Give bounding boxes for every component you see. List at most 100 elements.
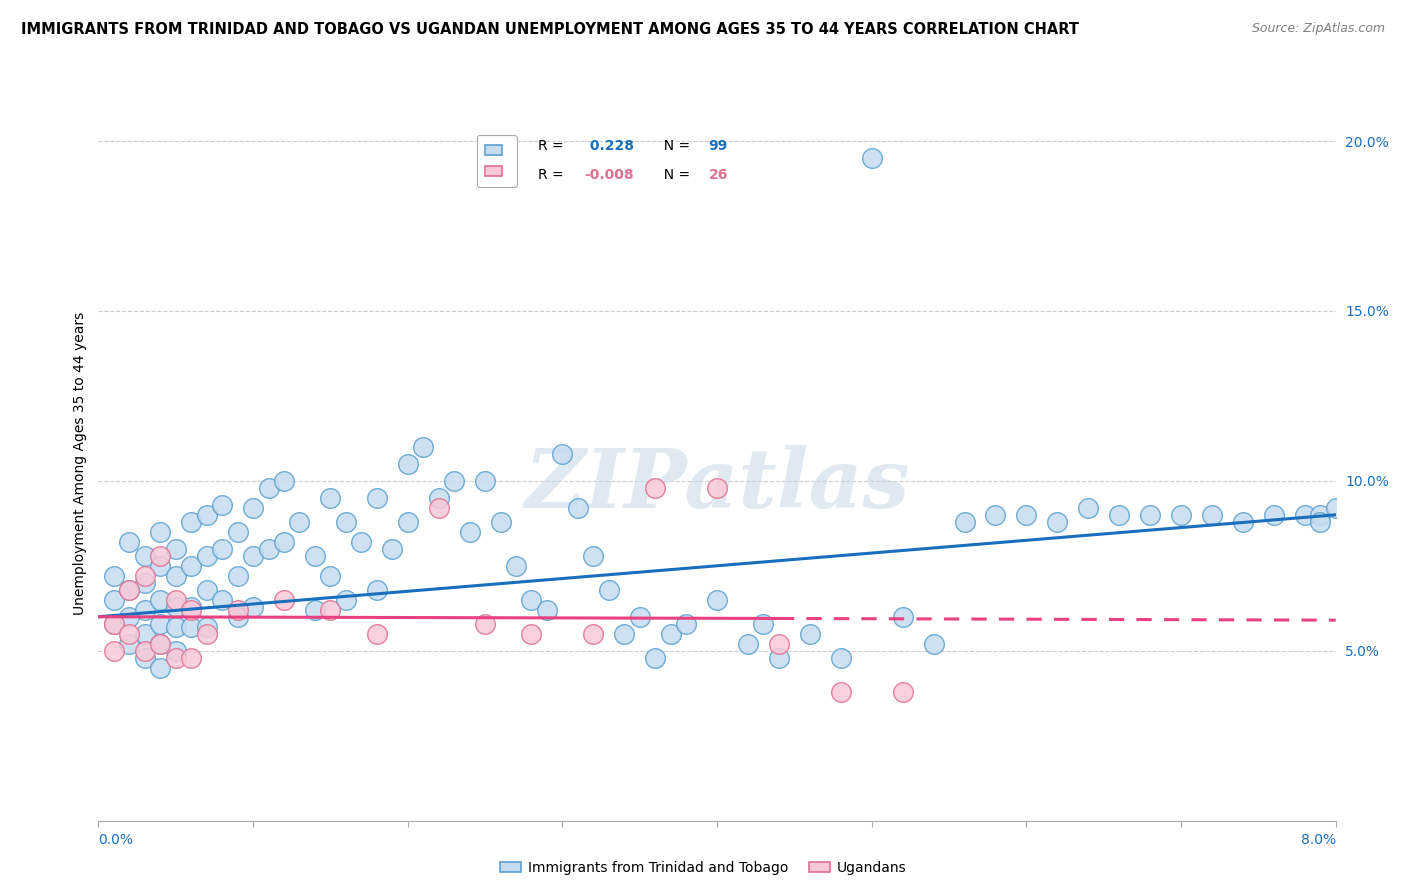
Point xyxy=(1170,508,1192,522)
Point xyxy=(165,650,187,665)
Point xyxy=(165,620,187,634)
Point xyxy=(226,524,249,539)
Point xyxy=(103,644,125,658)
Point xyxy=(1077,501,1099,516)
Point xyxy=(226,603,249,617)
Text: N =: N = xyxy=(655,139,695,153)
Point xyxy=(1309,515,1331,529)
Point xyxy=(149,637,172,651)
Text: -0.008: -0.008 xyxy=(585,168,634,182)
Point xyxy=(165,599,187,614)
Point xyxy=(891,684,914,698)
Point xyxy=(257,541,280,556)
Point xyxy=(165,569,187,583)
Point xyxy=(195,508,218,522)
Point xyxy=(242,501,264,516)
Point xyxy=(149,524,172,539)
Point xyxy=(1294,508,1316,522)
Point xyxy=(613,626,636,640)
Text: 0.228: 0.228 xyxy=(585,139,634,153)
Point xyxy=(211,498,233,512)
Point xyxy=(335,515,357,529)
Point xyxy=(319,569,342,583)
Point xyxy=(536,603,558,617)
Point xyxy=(195,626,218,640)
Point xyxy=(768,637,790,651)
Point xyxy=(1232,515,1254,529)
Point xyxy=(474,616,496,631)
Point xyxy=(551,447,574,461)
Point xyxy=(1108,508,1130,522)
Point xyxy=(582,626,605,640)
Point xyxy=(520,626,543,640)
Point xyxy=(1263,508,1285,522)
Point xyxy=(149,637,172,651)
Point xyxy=(118,535,141,549)
Point xyxy=(103,616,125,631)
Point xyxy=(134,650,156,665)
Point xyxy=(304,603,326,617)
Point xyxy=(737,637,759,651)
Point xyxy=(180,620,202,634)
Point xyxy=(427,501,450,516)
Text: R =: R = xyxy=(537,139,568,153)
Point xyxy=(628,609,651,624)
Text: ZIPatlas: ZIPatlas xyxy=(524,445,910,525)
Point xyxy=(427,491,450,505)
Point xyxy=(489,515,512,529)
Point xyxy=(118,626,141,640)
Text: 99: 99 xyxy=(709,139,728,153)
Point xyxy=(242,599,264,614)
Point xyxy=(165,592,187,607)
Text: R =: R = xyxy=(537,168,568,182)
Point xyxy=(195,620,218,634)
Point xyxy=(567,501,589,516)
Point xyxy=(118,609,141,624)
Point xyxy=(180,599,202,614)
Legend: Immigrants from Trinidad and Tobago, Ugandans: Immigrants from Trinidad and Tobago, Uga… xyxy=(494,855,912,880)
Text: N =: N = xyxy=(655,168,695,182)
Point xyxy=(149,558,172,573)
Point xyxy=(381,541,404,556)
Point xyxy=(211,541,233,556)
Text: 26: 26 xyxy=(709,168,728,182)
Point xyxy=(443,474,465,488)
Text: Source: ZipAtlas.com: Source: ZipAtlas.com xyxy=(1251,22,1385,36)
Point xyxy=(768,650,790,665)
Point xyxy=(474,474,496,488)
Point xyxy=(1324,501,1347,516)
Point xyxy=(180,558,202,573)
Point xyxy=(891,609,914,624)
Point xyxy=(149,549,172,563)
Text: IMMIGRANTS FROM TRINIDAD AND TOBAGO VS UGANDAN UNEMPLOYMENT AMONG AGES 35 TO 44 : IMMIGRANTS FROM TRINIDAD AND TOBAGO VS U… xyxy=(21,22,1078,37)
Point xyxy=(350,535,373,549)
Point xyxy=(211,592,233,607)
Point xyxy=(134,575,156,590)
Point xyxy=(1015,508,1038,522)
Point xyxy=(335,592,357,607)
Point xyxy=(706,592,728,607)
Legend: , : , xyxy=(477,136,517,187)
Point xyxy=(706,481,728,495)
Point xyxy=(195,582,218,597)
Point xyxy=(118,637,141,651)
Point xyxy=(273,474,295,488)
Point xyxy=(366,582,388,597)
Point xyxy=(582,549,605,563)
Point xyxy=(304,549,326,563)
Point xyxy=(134,603,156,617)
Point xyxy=(396,515,419,529)
Point xyxy=(922,637,945,651)
Point xyxy=(103,569,125,583)
Point xyxy=(319,491,342,505)
Point xyxy=(830,684,852,698)
Point xyxy=(1046,515,1069,529)
Point xyxy=(366,491,388,505)
Point xyxy=(752,616,775,631)
Point xyxy=(288,515,311,529)
Point xyxy=(118,582,141,597)
Point xyxy=(103,616,125,631)
Y-axis label: Unemployment Among Ages 35 to 44 years: Unemployment Among Ages 35 to 44 years xyxy=(73,312,87,615)
Point xyxy=(644,650,666,665)
Point xyxy=(520,592,543,607)
